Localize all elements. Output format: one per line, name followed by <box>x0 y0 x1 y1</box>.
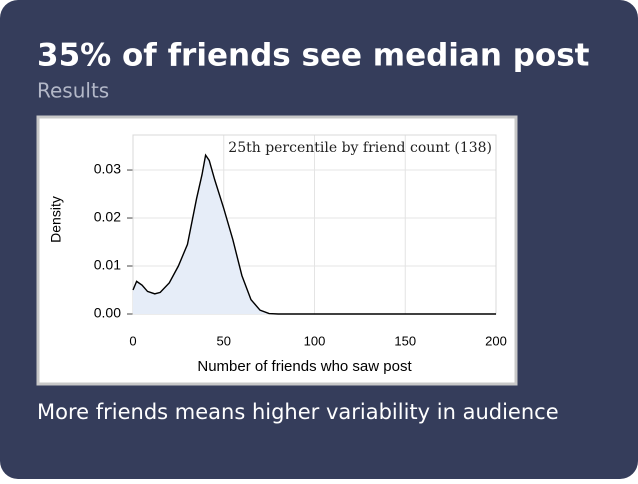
x-tick-label: 0 <box>129 333 136 348</box>
x-tick-label: 200 <box>485 333 507 348</box>
y-tick-label: 0.01 <box>94 257 121 273</box>
slide-title: 35% of friends see median post <box>37 38 590 74</box>
slide-subtitle: Results <box>37 79 109 103</box>
y-tick-label: 0.00 <box>94 305 121 321</box>
x-axis-label: Number of friends who saw post <box>197 358 412 375</box>
x-tick-label: 50 <box>217 333 231 348</box>
y-axis-label: Density <box>48 196 64 243</box>
y-tick-label: 0.03 <box>94 161 121 177</box>
annotation: 25th percentile by friend count (138) <box>228 140 492 156</box>
density-line <box>132 153 496 315</box>
plot: 0.00 0.01 0.02 0.03 0 50 100 150 200 25th percent… <box>48 134 507 375</box>
x-tick-label: 100 <box>304 333 326 348</box>
chart-panel <box>36 115 518 386</box>
x-tick-label: 150 <box>394 333 416 348</box>
y-tick-label: 0.02 <box>94 209 121 225</box>
slide-caption: More friends means higher variability in… <box>37 400 559 424</box>
density-area <box>133 155 496 314</box>
